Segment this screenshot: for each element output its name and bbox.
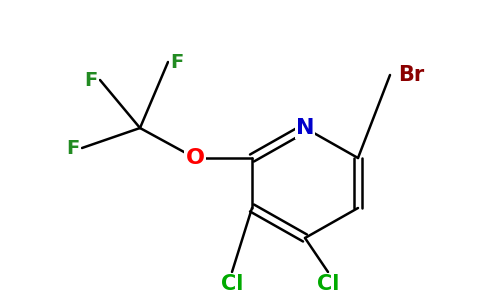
Text: Br: Br — [398, 65, 424, 85]
Text: F: F — [170, 52, 183, 71]
Text: Cl: Cl — [317, 274, 339, 294]
Text: F: F — [67, 139, 80, 158]
Text: O: O — [185, 148, 205, 168]
Text: F: F — [85, 70, 98, 89]
Text: Cl: Cl — [221, 274, 243, 294]
Text: N: N — [296, 118, 314, 138]
